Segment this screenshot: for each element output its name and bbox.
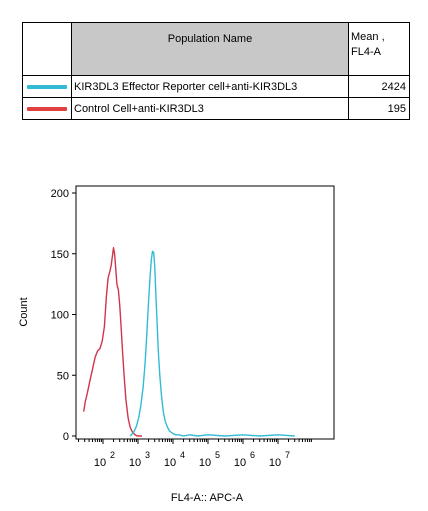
x-tick-label: 10 xyxy=(234,457,246,469)
legend-header-row: Population Name Mean , FL4-A xyxy=(22,22,410,76)
y-tick-label: 200 xyxy=(51,188,69,200)
x-tick-exponent: 5 xyxy=(215,450,220,460)
series-effector-line xyxy=(129,250,295,437)
legend-row-mean: 2424 xyxy=(348,75,410,98)
x-tick-exponent: 7 xyxy=(285,450,290,460)
y-tick-label: 150 xyxy=(51,249,69,261)
legend-row-name: Control Cell+anti-KIR3DL3 xyxy=(71,97,349,120)
y-tick-label: 50 xyxy=(57,370,69,382)
legend-row: Control Cell+anti-KIR3DL3 195 xyxy=(22,97,410,120)
series-control-line xyxy=(83,246,142,437)
y-tick-label: 0 xyxy=(63,431,69,443)
x-tick-label: 10 xyxy=(129,457,141,469)
x-axis: 10 2 10 3 10 4 10 5 10 6 10 7 xyxy=(78,439,312,469)
y-axis-label: Count xyxy=(18,297,30,326)
legend-swatch-cyan xyxy=(27,84,67,89)
legend-swatch-red xyxy=(27,106,67,111)
y-axis: 0 50 100 150 200 xyxy=(51,188,76,443)
legend-table: Population Name Mean , FL4-A KIR3DL3 Eff… xyxy=(22,22,410,120)
x-tick-exponent: 4 xyxy=(180,450,185,460)
legend-swatch-cell xyxy=(22,97,72,120)
x-tick-label: 10 xyxy=(199,457,211,469)
x-axis-label: FL4-A:: APC-A xyxy=(171,492,244,504)
plot-frame xyxy=(75,185,335,440)
legend-header-blank xyxy=(22,22,72,76)
legend-row-mean: 195 xyxy=(348,97,410,120)
legend-header-mean: Mean , FL4-A xyxy=(348,22,410,76)
x-tick-exponent: 6 xyxy=(250,450,255,460)
x-tick-label: 10 xyxy=(269,457,281,469)
x-tick-label: 10 xyxy=(164,457,176,469)
x-tick-label: 10 xyxy=(94,457,106,469)
y-tick-label: 100 xyxy=(51,310,69,322)
legend-row-name: KIR3DL3 Effector Reporter cell+anti-KIR3… xyxy=(71,75,349,98)
x-tick-exponent: 3 xyxy=(145,450,150,460)
legend-row: KIR3DL3 Effector Reporter cell+anti-KIR3… xyxy=(22,75,410,98)
x-tick-exponent: 2 xyxy=(110,450,115,460)
series-layer xyxy=(83,246,295,437)
legend-header-population: Population Name xyxy=(71,22,349,76)
